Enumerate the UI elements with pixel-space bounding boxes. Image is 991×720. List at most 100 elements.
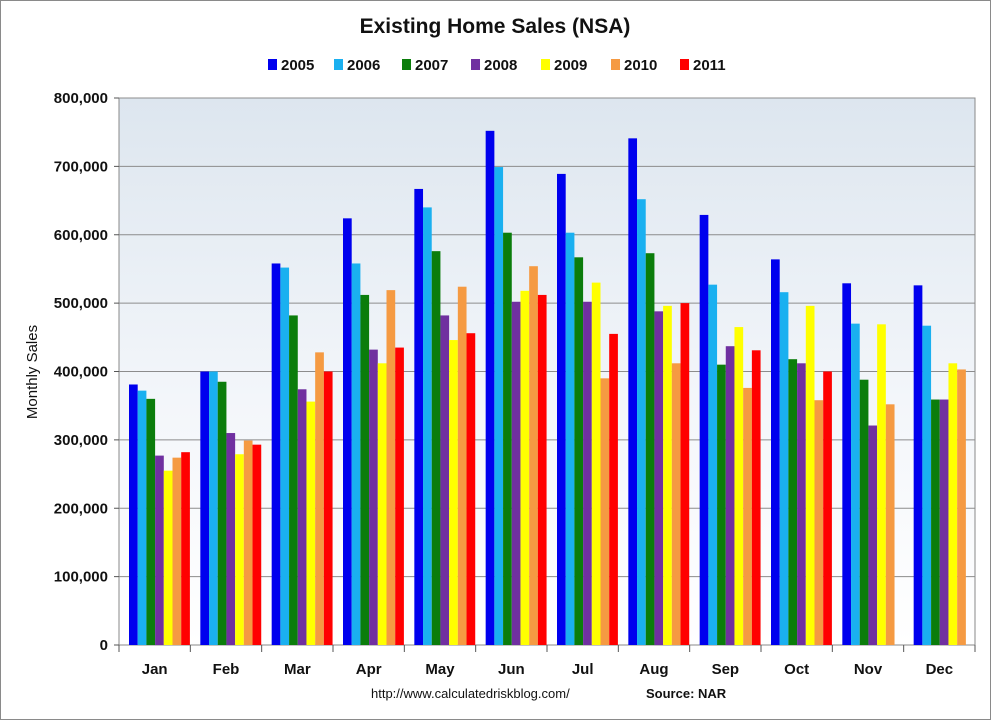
bar-2008-sep [725, 346, 735, 645]
legend-swatch-2011 [680, 59, 689, 70]
x-tick-label: Aug [639, 661, 668, 678]
y-tick-label: 400,000 [54, 364, 108, 381]
legend-label-2006: 2006 [347, 57, 380, 74]
bar-2007-jun [503, 232, 512, 645]
bar-2008-aug [654, 311, 664, 645]
chart-title: Existing Home Sales (NSA) [360, 15, 631, 38]
bar-2007-aug [645, 253, 655, 645]
y-tick-label: 100,000 [54, 569, 108, 586]
bar-2009-jun [520, 290, 530, 645]
bar-2006-jun [494, 167, 504, 645]
bar-2011-may [466, 333, 476, 645]
bar-2008-oct [797, 363, 806, 645]
bar-2010-feb [243, 440, 253, 645]
bar-2011-jan [181, 452, 190, 645]
bar-2009-feb [235, 454, 244, 645]
bar-2007-dec [931, 399, 940, 645]
bar-2008-jun [511, 301, 521, 645]
bar-2010-oct [814, 400, 824, 645]
y-tick-label: 500,000 [54, 295, 108, 312]
x-axis-ticks: Jan Feb Mar Apr May Jun Jul Aug Sep Oct Nov Dec [118, 645, 976, 678]
bars [129, 130, 966, 646]
bar-2009-dec [948, 363, 958, 645]
bar-2010-apr [386, 290, 396, 645]
legend-swatch-2006 [334, 59, 343, 70]
bar-2011-jul [609, 333, 618, 645]
bar-2009-aug [663, 305, 672, 645]
legend-label-2011: 2011 [693, 57, 726, 74]
bar-2009-mar [306, 401, 316, 645]
bar-2008-feb [226, 433, 236, 645]
bar-2006-jan [137, 390, 147, 645]
bar-2010-aug [671, 363, 681, 645]
bar-2008-may [440, 315, 450, 645]
y-axis-ticks: 0 100,000 200,000 300,000 400,000 500,000 600,… [54, 90, 119, 654]
bar-2006-aug [637, 199, 646, 645]
bar-2011-apr [395, 347, 404, 645]
bar-2007-oct [788, 359, 798, 645]
bar-2006-feb [209, 371, 218, 645]
gridlines [119, 97, 975, 578]
x-tick-label: Feb [213, 661, 240, 678]
bar-2007-may [431, 251, 441, 645]
y-tick-label: 0 [100, 637, 108, 654]
legend-label-2007: 2007 [415, 57, 448, 74]
x-tick-label: Dec [926, 661, 954, 678]
x-tick-label: Nov [854, 661, 883, 678]
bar-2010-may [457, 286, 467, 645]
bar-2008-dec [939, 399, 949, 645]
bar-2005-aug [628, 138, 638, 645]
bar-2007-mar [289, 315, 298, 645]
bar-2011-feb [252, 444, 262, 645]
x-tick-label: Apr [356, 661, 382, 678]
bar-2011-jun [537, 294, 547, 645]
bar-2005-jun [485, 130, 495, 645]
legend-label-2005: 2005 [281, 57, 314, 74]
x-tick-label: Jun [498, 661, 525, 678]
bar-2006-mar [280, 267, 290, 645]
bar-2006-dec [922, 325, 932, 645]
legend-swatch-2010 [611, 59, 620, 70]
bar-2010-jun [529, 266, 538, 645]
bar-2008-mar [297, 389, 307, 645]
bar-2005-jan [129, 384, 138, 645]
y-tick-label: 800,000 [54, 90, 108, 107]
y-tick-label: 600,000 [54, 227, 108, 244]
legend-label-2010: 2010 [624, 57, 657, 74]
bar-2009-apr [377, 363, 387, 645]
bar-2010-nov [885, 404, 895, 645]
y-tick-label: 200,000 [54, 500, 108, 517]
x-tick-label: Jan [142, 661, 168, 678]
bar-2009-jul [591, 282, 601, 645]
bar-2009-oct [805, 305, 815, 645]
bar-2006-oct [779, 292, 789, 645]
bar-2005-mar [271, 263, 281, 645]
bar-2010-jul [600, 378, 610, 645]
bar-2011-oct [823, 371, 832, 645]
bar-2005-feb [200, 371, 210, 645]
bar-2007-nov [859, 379, 869, 645]
bar-2005-apr [343, 218, 352, 645]
legend-swatch-2007 [402, 59, 411, 70]
bar-2008-nov [868, 425, 878, 645]
legend-label-2008: 2008 [484, 57, 517, 74]
bar-2010-mar [315, 352, 324, 645]
bar-2009-nov [877, 324, 886, 645]
x-tick-label: Oct [784, 661, 809, 678]
legend-swatch-2009 [541, 59, 550, 70]
bar-2008-jul [583, 301, 592, 645]
bar-2009-may [449, 340, 458, 645]
bar-2007-feb [217, 381, 227, 645]
y-axis-label: Monthly Sales [24, 325, 41, 419]
legend: 2005 2006 2007 2008 2009 2010 2011 [268, 57, 726, 74]
bar-2010-jan [172, 457, 182, 645]
bar-2007-apr [360, 294, 370, 645]
bar-2006-may [423, 207, 432, 645]
bar-2006-nov [851, 323, 860, 645]
bar-2011-mar [323, 371, 333, 645]
y-tick-label: 300,000 [54, 432, 108, 449]
bar-2011-sep [751, 350, 761, 645]
bar-2011-aug [680, 303, 690, 646]
